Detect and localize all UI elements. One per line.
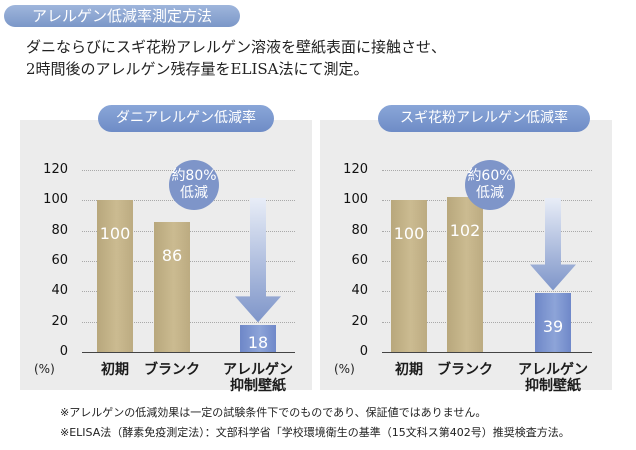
mite-category-1: ブランク	[132, 362, 212, 378]
mite-bar-2	[240, 324, 276, 352]
cedar-category-line: 初期	[395, 362, 423, 378]
footnote-disclaimer: ※アレルゲンの低減効果は一定の試験条件下でのものであり、保証値ではありません。	[60, 406, 487, 419]
chart-title-mite: ダニアレルゲン低減率	[98, 105, 274, 132]
chart-title-cedar: スギ花粉アレルゲン低減率	[378, 105, 590, 132]
cedar-category-1: ブランク	[425, 362, 505, 378]
cedar-reduction-badge-line: 低減	[476, 185, 504, 201]
cedar-bar-value-0: 100	[393, 224, 425, 244]
mite-reduction-badge-line: 低減	[180, 185, 208, 201]
mite-y-unit: (%)	[34, 362, 55, 376]
cedar-reduction-arrow	[530, 198, 576, 291]
cedar-y-tick: 80	[351, 222, 368, 238]
cedar-bar-0	[391, 200, 427, 352]
mite-category-2: アレルゲン 抑制壁紙	[218, 362, 298, 394]
cedar-gridline	[382, 230, 592, 232]
cedar-bar-1	[447, 197, 483, 352]
cedar-y-tick: 40	[351, 283, 368, 299]
mite-category-line: 初期	[101, 362, 129, 378]
mite-category-line: 抑制壁紙	[230, 378, 286, 394]
mite-reduction-badge: 約80% 低減	[169, 160, 219, 210]
mite-category-0: 初期	[75, 362, 155, 378]
cedar-reduction-badge: 約60% 低減	[465, 160, 515, 210]
cedar-reduction-badge-line: 約60%	[467, 168, 513, 184]
mite-bar-value-1: 86	[161, 245, 183, 265]
cedar-bar-value-2: 39	[542, 317, 564, 337]
cedar-gridline	[382, 291, 592, 293]
mite-bar-1	[154, 221, 190, 352]
cedar-category-line: アレルゲン	[518, 362, 588, 378]
mite-y-tick: 100	[43, 192, 68, 208]
mite-category-line: アレルゲン	[223, 362, 293, 378]
description-line-2: 2時間後のアレルゲン残存量をELISA法にて測定。	[26, 60, 369, 78]
mite-reduction-badge-line: 約80%	[171, 168, 217, 184]
mite-y-tick: 40	[51, 283, 68, 299]
description-line-1: ダニならびにスギ花粉アレルゲン溶液を壁紙表面に接触させ、	[26, 38, 447, 56]
cedar-category-line: 抑制壁紙	[525, 378, 581, 394]
cedar-reduction-arrow-shape	[530, 198, 576, 291]
mite-reduction-arrow-shape	[235, 198, 281, 323]
cedar-category-2: アレルゲン 抑制壁紙	[513, 362, 593, 394]
cedar-y-tick: 60	[351, 253, 368, 268]
mite-bar-value-2: 18	[247, 333, 269, 353]
cedar-category-0: 初期	[369, 362, 449, 378]
mite-bar-0	[97, 200, 133, 352]
mite-y-tick: 20	[51, 313, 68, 329]
mite-y-tick: 0	[59, 344, 68, 359]
mite-y-tick: 60	[51, 253, 68, 268]
mite-y-tick: 80	[51, 222, 68, 238]
cedar-y-tick: 120	[343, 162, 368, 177]
mite-bar-value-0: 100	[99, 224, 131, 244]
cedar-bar-2	[535, 292, 571, 352]
cedar-gridline	[382, 321, 592, 323]
cedar-category-line: ブランク	[437, 362, 493, 378]
mite-category-line: ブランク	[144, 362, 200, 378]
mite-reduction-arrow	[235, 198, 281, 323]
cedar-x-axis	[382, 352, 592, 353]
section-title: アレルゲン低減率測定方法	[4, 5, 240, 27]
cedar-y-unit: (%)	[334, 362, 355, 376]
cedar-y-tick: 100	[343, 192, 368, 208]
cedar-gridline	[382, 261, 592, 262]
cedar-y-tick: 20	[351, 313, 368, 329]
cedar-bar-value-1: 102	[449, 221, 481, 241]
mite-y-tick: 120	[43, 162, 68, 177]
cedar-y-tick: 0	[359, 344, 368, 359]
footnote-elisa: ※ELISA法（酵素免疫測定法）：文部科学省「学校環境衛生の基準（15文科ス第4…	[60, 426, 570, 439]
mite-x-axis	[82, 352, 295, 353]
